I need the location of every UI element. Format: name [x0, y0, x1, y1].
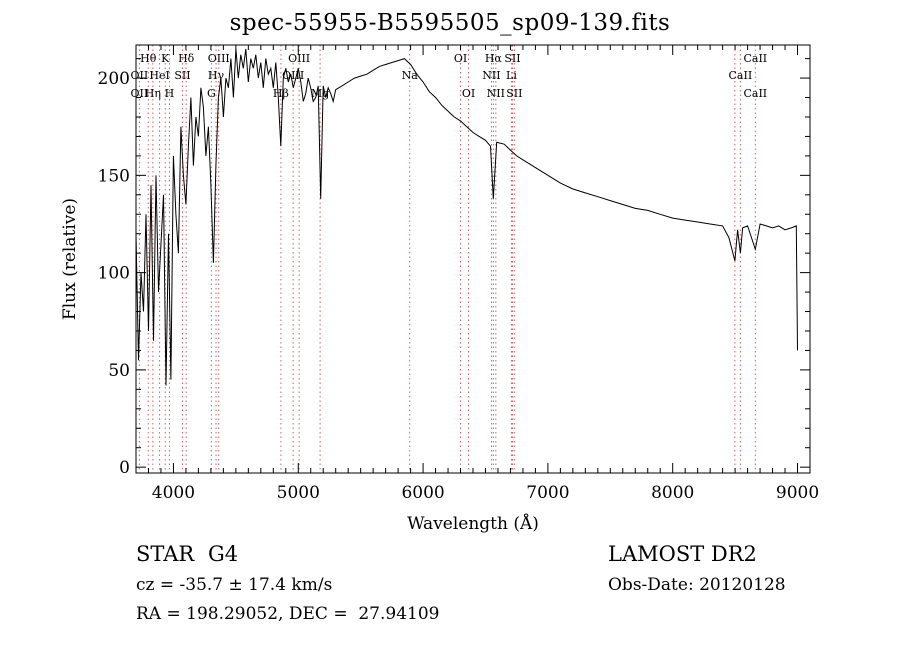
- spectral-line-label: Hδ: [178, 52, 195, 65]
- y-tick-label: 0: [119, 458, 130, 478]
- spectral-line-label: OIII: [208, 52, 230, 65]
- spectral-line-label: H: [165, 87, 175, 100]
- y-axis-label: Flux (relative): [60, 198, 80, 320]
- spectral-line-label: CaII: [743, 87, 767, 100]
- spectral-line-label: Li: [506, 69, 517, 82]
- chart-title: spec-55955-B5595505_sp09-139.fits: [229, 10, 671, 36]
- observation-date: Obs-Date: 20120128: [608, 575, 786, 595]
- spectral-line-label: Hγ: [208, 69, 225, 82]
- spectral-line-label: SII: [504, 52, 520, 65]
- spectral-line-label: NII: [487, 87, 505, 100]
- x-axis-ticks: 4000 5000 6000 7000 8000 9000: [147, 45, 819, 503]
- x-tick-label: 7000: [526, 483, 569, 503]
- spectral-line-label: OI: [454, 52, 467, 65]
- spectral-line-label: CaII: [729, 69, 753, 82]
- x-tick-label: 8000: [651, 483, 694, 503]
- spectral-line-label: OII: [131, 87, 149, 100]
- x-tick-label: 5000: [277, 483, 320, 503]
- y-axis-ticks: 0 50 100 150 200: [98, 58, 810, 478]
- x-tick-label: 9000: [776, 483, 819, 503]
- plot-frame: [135, 44, 811, 474]
- x-tick-label: 6000: [401, 483, 444, 503]
- spectral-line-label: Hθ: [140, 52, 157, 65]
- spectral-line-label: Hβ: [273, 87, 289, 100]
- spectral-line-label: SII: [506, 87, 522, 100]
- spectral-line-label: K: [161, 52, 170, 65]
- spectral-line-label: Na: [402, 69, 419, 82]
- spectral-line-label: Hα: [485, 52, 503, 65]
- coordinates: RA = 198.29052, DEC = 27.94109: [136, 604, 440, 624]
- spectral-line-label: OII: [131, 69, 149, 82]
- y-tick-label: 50: [108, 361, 130, 381]
- redshift-cz: cz = -35.7 ± 17.4 km/s: [136, 575, 333, 595]
- spectral-line-label: SII: [174, 69, 190, 82]
- spectrum-line: [135, 48, 798, 386]
- spectral-line-label: Hη: [145, 87, 161, 100]
- object-subclass: G4: [208, 542, 239, 566]
- spectral-line-label: OIII: [288, 52, 310, 65]
- line-markers: [138, 45, 756, 473]
- spectral-line-label: CaII: [743, 52, 767, 65]
- survey-name: LAMOST DR2: [608, 542, 757, 566]
- spectral-line-label: HeI: [149, 69, 169, 82]
- y-tick-label: 200: [98, 69, 130, 89]
- object-class: STAR: [136, 542, 195, 566]
- spectral-line-label: NII: [482, 69, 500, 82]
- spectral-line-label: OI: [462, 87, 475, 100]
- spectral-line-label: G: [207, 87, 216, 100]
- y-tick-label: 150: [98, 166, 130, 186]
- x-tick-label: 4000: [152, 483, 195, 503]
- y-tick-label: 100: [98, 264, 130, 284]
- x-axis-label: Wavelength (Å): [407, 513, 539, 534]
